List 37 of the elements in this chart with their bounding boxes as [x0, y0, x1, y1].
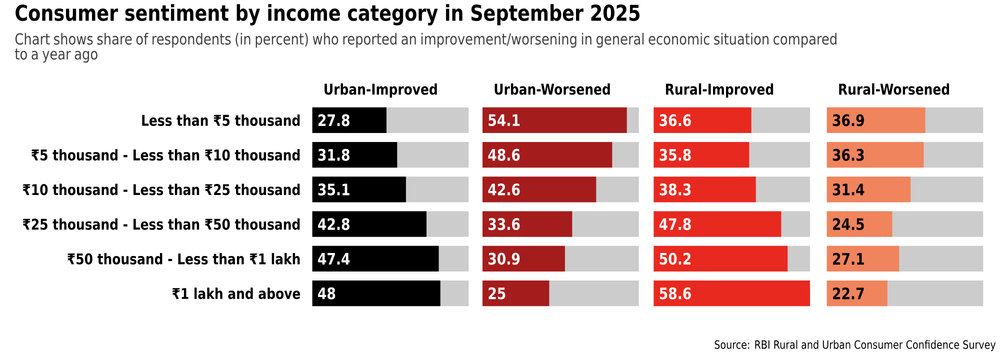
- data-label: 36.9: [832, 114, 864, 126]
- data-label: 22.7: [833, 287, 864, 300]
- data-label: 42.8: [318, 218, 350, 230]
- data-label: 27.8: [318, 114, 350, 126]
- chart-title: Consumer sentiment by income category in September 2025: [16, 4, 640, 26]
- data-label: 48.6: [488, 148, 520, 161]
- y-tick-label: ₹10 thousand - Less than ₹25 thousand: [22, 184, 300, 196]
- data-label: 31.8: [318, 148, 350, 161]
- y-tick-label: ₹25 thousand - Less than ₹50 thousand: [22, 218, 300, 230]
- data-label: 50.2: [660, 252, 691, 265]
- series-label: Urban-Worsened: [494, 83, 610, 95]
- y-tick-label: ₹50 thousand - Less than ₹1 lakh: [68, 252, 300, 264]
- data-label: 33.6: [488, 218, 520, 230]
- data-label: 35.8: [660, 148, 691, 161]
- data-label: 36.6: [660, 114, 691, 126]
- data-label: 47.8: [659, 218, 691, 230]
- series-label: Urban-Improved: [324, 83, 437, 98]
- data-label: 35.1: [318, 183, 350, 196]
- y-tick-label: ₹1 lakh and above: [172, 288, 300, 300]
- data-label: 42.6: [488, 183, 520, 196]
- y-tick-label: ₹5 thousand - Less than ₹10 thousand: [32, 149, 300, 160]
- data-label: 54.1: [488, 114, 520, 126]
- source-note: Source: RBI Rural and Urban Consumer Confidence Survey: [714, 340, 996, 351]
- data-label: 31.4: [832, 183, 864, 196]
- data-label: 36.3: [832, 148, 864, 161]
- data-label: 58.6: [660, 287, 691, 300]
- data-label: 48: [318, 287, 336, 300]
- chart-subtitle: Chart shows share of respondents (in percent) who reported an improvement/worsening in general economic situation compared to a year ago: [15, 32, 836, 63]
- data-label: 25: [488, 287, 506, 300]
- data-label: 47.4: [318, 252, 350, 264]
- series-label: Rural-Worsened: [839, 83, 950, 95]
- data-label: 27.1: [833, 252, 864, 265]
- data-label: 24.5: [833, 218, 864, 230]
- data-label: 30.9: [488, 252, 520, 265]
- data-label: 38.3: [660, 183, 691, 196]
- series-label: Rural-Improved: [666, 83, 774, 98]
- y-tick-label: Less than ₹5 thousand: [142, 114, 300, 126]
